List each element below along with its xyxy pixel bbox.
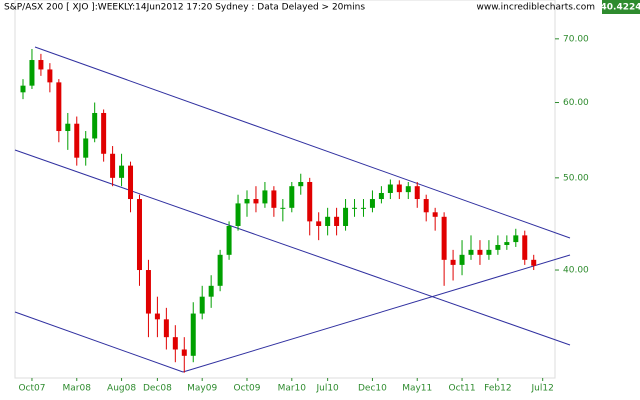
x-tick-label: Oct07 [18,384,45,394]
candle-body [253,199,259,204]
candle-body [441,216,447,260]
candle-body [119,165,125,178]
candle-body [307,181,313,222]
candle-body [477,249,483,255]
candle-body [199,296,205,314]
candle-body [65,123,71,132]
candle-body [235,203,241,226]
x-tick-label: May11 [402,384,432,394]
candle-body [396,184,402,193]
candle-body [423,199,429,213]
candle-body [128,165,134,200]
candle-body [325,216,331,226]
candle-body [352,207,358,209]
candle-body [531,259,537,266]
candle-body [74,123,80,158]
candle-body [513,235,519,243]
candle-body [468,249,474,255]
candle-body [226,225,232,255]
source: www.incrediblecharts.com [477,3,595,13]
candle-body [316,221,322,226]
candle-body [244,199,250,204]
candle-body [495,244,501,250]
candle-body [110,153,116,178]
candle-body [217,254,223,286]
candle-body [145,270,151,314]
candle-body [334,216,340,226]
trend-line [14,149,571,346]
y-tick-label: 60.00 [563,98,589,108]
candle-body [92,112,98,139]
x-tick-label: Oct11 [449,384,476,394]
candle-body [29,60,35,86]
x-tick-label: Oct09 [233,384,260,394]
candle-body [369,199,375,208]
candle-body [450,259,456,265]
candle-body [38,60,44,70]
candle-body [154,313,160,320]
candle-body [271,190,277,208]
plot-frame [14,0,556,379]
candle-body [289,186,295,208]
candle-body [172,337,178,350]
candle-body [20,85,26,93]
candle-body [190,313,196,356]
candle-body [459,254,465,265]
candle-body [101,112,107,154]
x-tick-label: Feb12 [484,384,511,394]
candle-body [504,242,510,245]
candle-body [47,69,53,83]
candle-body [280,207,286,209]
x-tick-label: Mar08 [63,384,92,394]
candle-body [360,207,366,209]
candle-body [83,138,89,158]
candle-body [163,319,169,338]
x-tick-label: Mar10 [278,384,307,394]
chart-title: S&P/ASX 200 [ XJO ]:WEEKLY:14Jun2012 17:… [4,3,365,13]
trend-line [182,254,571,373]
y-tick-label: 50.00 [563,173,589,183]
x-tick-label: Jul12 [531,384,554,394]
x-tick-label: Dec10 [358,384,387,394]
price-box [602,0,640,14]
y-tick-label: 40.00 [563,266,589,276]
candle-body [414,186,420,200]
last-price: 40.4224 [601,3,640,13]
x-tick-label: Aug08 [107,384,136,394]
candle-body [405,186,411,193]
x-tick-label: Jul10 [315,384,339,394]
candle-body [522,235,528,260]
candle-body [208,285,214,297]
x-tick-label: Dec08 [143,384,172,394]
candle-body [136,199,142,271]
candle-body [432,212,438,217]
x-tick-label: May09 [187,384,217,394]
candle-body [343,207,349,226]
candle-body [181,349,187,356]
candle-body [387,184,393,193]
candle-body [56,82,62,132]
trend-line [34,46,571,239]
candle-body [262,190,268,204]
y-tick-label: 70.00 [563,34,589,44]
candle-body [298,181,304,187]
candle-body [378,192,384,200]
candle-body [486,249,492,255]
trend-line [14,311,184,373]
